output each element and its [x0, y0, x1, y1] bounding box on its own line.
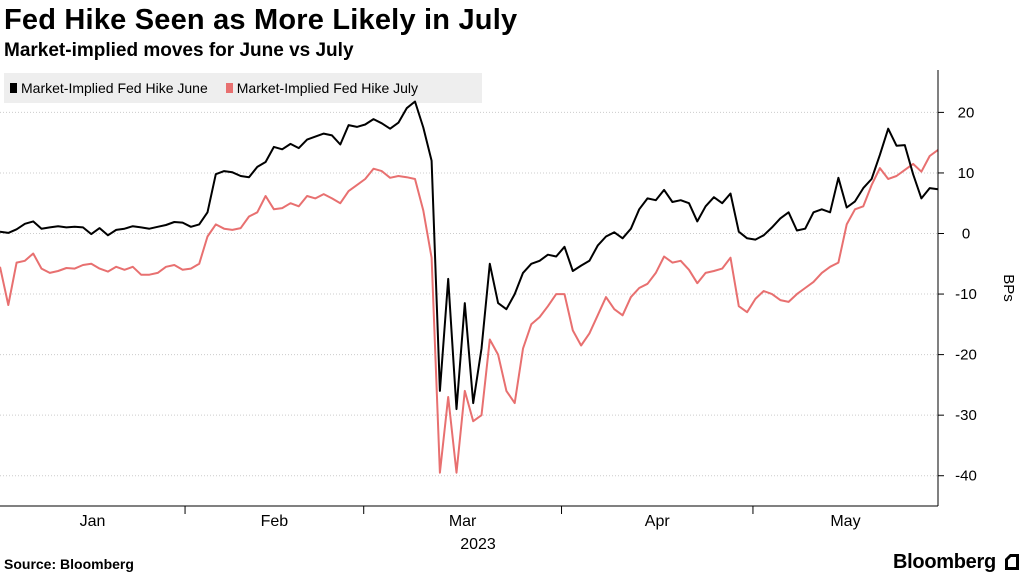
y-tick-label: 0	[962, 226, 970, 243]
legend: Market-Implied Fed Hike June Market-Impl…	[4, 73, 482, 103]
chart-subtitle: Market-implied moves for June vs July	[4, 40, 354, 61]
x-tick-label: Jan	[80, 513, 106, 530]
y-tick-label: -30	[955, 407, 977, 424]
chart-title: Fed Hike Seen as More Likely in July	[4, 4, 518, 36]
bloomberg-mark-icon	[1005, 554, 1019, 570]
legend-item-july: Market-Implied Fed Hike July	[225, 80, 419, 96]
y-tick-label: -20	[955, 347, 977, 364]
x-tick-label: Apr	[645, 513, 671, 530]
legend-swatch-july	[225, 83, 233, 93]
y-tick-label: 20	[958, 104, 975, 121]
legend-label-june: Market-Implied Fed Hike June	[21, 80, 208, 96]
y-tick-label: -40	[955, 468, 977, 485]
source-note: Source: Bloomberg	[4, 556, 134, 572]
x-tick-label: Feb	[261, 513, 289, 530]
x-year-label: 2023	[460, 536, 496, 553]
y-tick-label: 10	[958, 165, 975, 182]
legend-label-july: Market-Implied Fed Hike July	[236, 80, 419, 96]
series-line-june	[0, 100, 939, 411]
y-axis-title: BPs	[1000, 274, 1017, 302]
x-tick-label: May	[830, 513, 860, 530]
legend-swatch-june	[10, 83, 17, 93]
series-line-july	[0, 149, 939, 474]
x-tick-label: Mar	[449, 513, 477, 530]
y-tick-label: -10	[955, 286, 977, 303]
legend-item-june: Market-Implied Fed Hike June	[10, 80, 208, 96]
bloomberg-logo: Bloomberg	[893, 551, 996, 573]
